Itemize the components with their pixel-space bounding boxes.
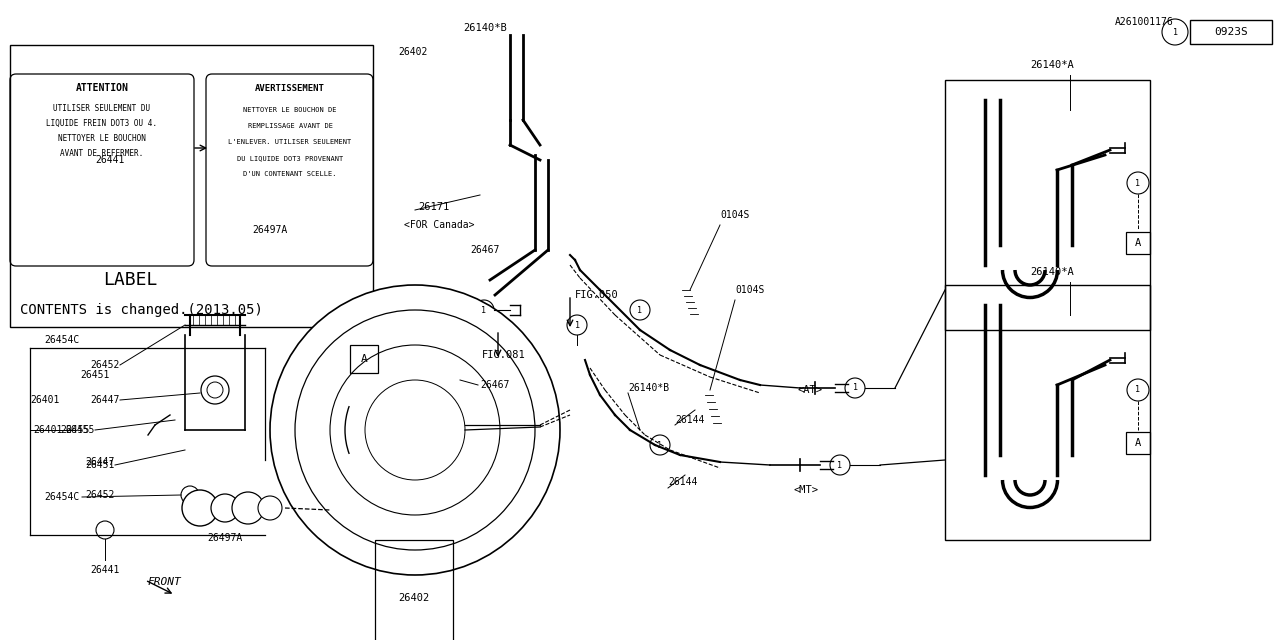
Text: <FOR Canada>: <FOR Canada> [404, 220, 475, 230]
Text: 26401: 26401 [33, 425, 63, 435]
Text: FIG.050: FIG.050 [575, 290, 618, 300]
Text: 26497A: 26497A [207, 533, 243, 543]
Text: 26140*A: 26140*A [1030, 60, 1074, 70]
Text: 26455: 26455 [65, 425, 95, 435]
Text: FIG.081: FIG.081 [483, 350, 526, 360]
Circle shape [630, 300, 650, 320]
Text: 1: 1 [1135, 179, 1140, 188]
Text: 1: 1 [575, 321, 580, 330]
Bar [1126, 232, 1149, 254]
Circle shape [259, 496, 282, 520]
Text: <MT>: <MT> [794, 485, 818, 495]
Text: AVANT DE REFERMER.: AVANT DE REFERMER. [60, 148, 143, 157]
Text: 1: 1 [481, 305, 486, 314]
Circle shape [474, 300, 494, 320]
Text: L'ENLEVER. UTILISER SEULEMENT: L'ENLEVER. UTILISER SEULEMENT [228, 139, 352, 145]
Bar [375, 540, 453, 640]
Circle shape [207, 382, 223, 398]
Text: D'UN CONTENANT SCELLE.: D'UN CONTENANT SCELLE. [243, 171, 337, 177]
Circle shape [365, 380, 465, 480]
Circle shape [567, 315, 588, 335]
Text: UTILISER SEULEMENT DU: UTILISER SEULEMENT DU [54, 104, 151, 113]
Bar [945, 80, 1149, 330]
Circle shape [845, 378, 865, 398]
Circle shape [180, 486, 198, 504]
Text: 26140*B: 26140*B [463, 23, 507, 33]
Bar [1126, 432, 1149, 454]
Circle shape [650, 435, 669, 455]
Text: NETTOYER LE BOUCHON: NETTOYER LE BOUCHON [58, 134, 146, 143]
Circle shape [270, 285, 561, 575]
Text: 26497A: 26497A [252, 225, 288, 235]
Circle shape [829, 455, 850, 475]
Text: A: A [361, 354, 367, 364]
Text: A261001176: A261001176 [1115, 17, 1174, 27]
Text: 26447: 26447 [91, 395, 120, 405]
Circle shape [201, 376, 229, 404]
Text: 26451: 26451 [86, 460, 115, 470]
Text: 1: 1 [837, 461, 842, 470]
Text: LABEL: LABEL [102, 271, 157, 289]
Text: CONTENTS is changed.(2013.05): CONTENTS is changed.(2013.05) [20, 303, 262, 317]
Circle shape [182, 490, 218, 526]
Text: 26140*A: 26140*A [1030, 267, 1074, 277]
Text: REMPLISSAGE AVANT DE: REMPLISSAGE AVANT DE [247, 123, 333, 129]
Circle shape [96, 521, 114, 539]
Circle shape [211, 494, 239, 522]
Text: 26454C: 26454C [45, 335, 79, 345]
Text: 26402: 26402 [398, 47, 428, 57]
Text: 26140*B: 26140*B [628, 383, 669, 393]
Text: DU LIQUIDE DOT3 PROVENANT: DU LIQUIDE DOT3 PROVENANT [237, 155, 343, 161]
Circle shape [232, 492, 264, 524]
Text: 26451: 26451 [81, 370, 110, 380]
Text: 1: 1 [1135, 385, 1140, 394]
Text: A: A [1135, 438, 1142, 448]
Text: 26144: 26144 [675, 415, 704, 425]
Text: 26402: 26402 [398, 593, 430, 603]
Text: 0923S: 0923S [1215, 27, 1248, 37]
Text: 1: 1 [1172, 28, 1178, 36]
Text: AVERTISSEMENT: AVERTISSEMENT [255, 83, 325, 93]
Text: 1: 1 [658, 440, 663, 449]
Text: 26452: 26452 [86, 490, 115, 500]
Circle shape [1126, 172, 1149, 194]
Text: 26452: 26452 [91, 360, 120, 370]
Text: FRONT: FRONT [148, 577, 182, 587]
Text: 26447: 26447 [86, 457, 115, 467]
Bar [349, 345, 378, 373]
Text: 26441: 26441 [95, 155, 124, 165]
Text: 26441: 26441 [91, 565, 120, 575]
Text: 26467: 26467 [470, 245, 499, 255]
Text: 26144: 26144 [668, 477, 698, 487]
Text: 0104S: 0104S [735, 285, 764, 295]
Circle shape [294, 310, 535, 550]
Text: LIQUIDE FREIN DOT3 OU 4.: LIQUIDE FREIN DOT3 OU 4. [46, 118, 157, 127]
Text: NETTOYER LE BOUCHON DE: NETTOYER LE BOUCHON DE [243, 107, 337, 113]
Circle shape [330, 345, 500, 515]
Text: ATTENTION: ATTENTION [76, 83, 128, 93]
Text: 26467: 26467 [480, 380, 509, 390]
Text: 1: 1 [637, 305, 643, 314]
Bar [10, 45, 372, 327]
Text: 26171: 26171 [419, 202, 449, 212]
Text: 1: 1 [852, 383, 858, 392]
Circle shape [1162, 19, 1188, 45]
Text: 26455: 26455 [60, 425, 90, 435]
Text: A: A [1135, 238, 1142, 248]
Text: 26454C: 26454C [45, 492, 79, 502]
Bar [945, 285, 1149, 540]
Bar [1190, 20, 1272, 44]
Circle shape [1126, 379, 1149, 401]
Text: 0104S: 0104S [719, 210, 749, 220]
Text: <AT>: <AT> [797, 385, 823, 395]
Text: 26401: 26401 [29, 395, 59, 405]
